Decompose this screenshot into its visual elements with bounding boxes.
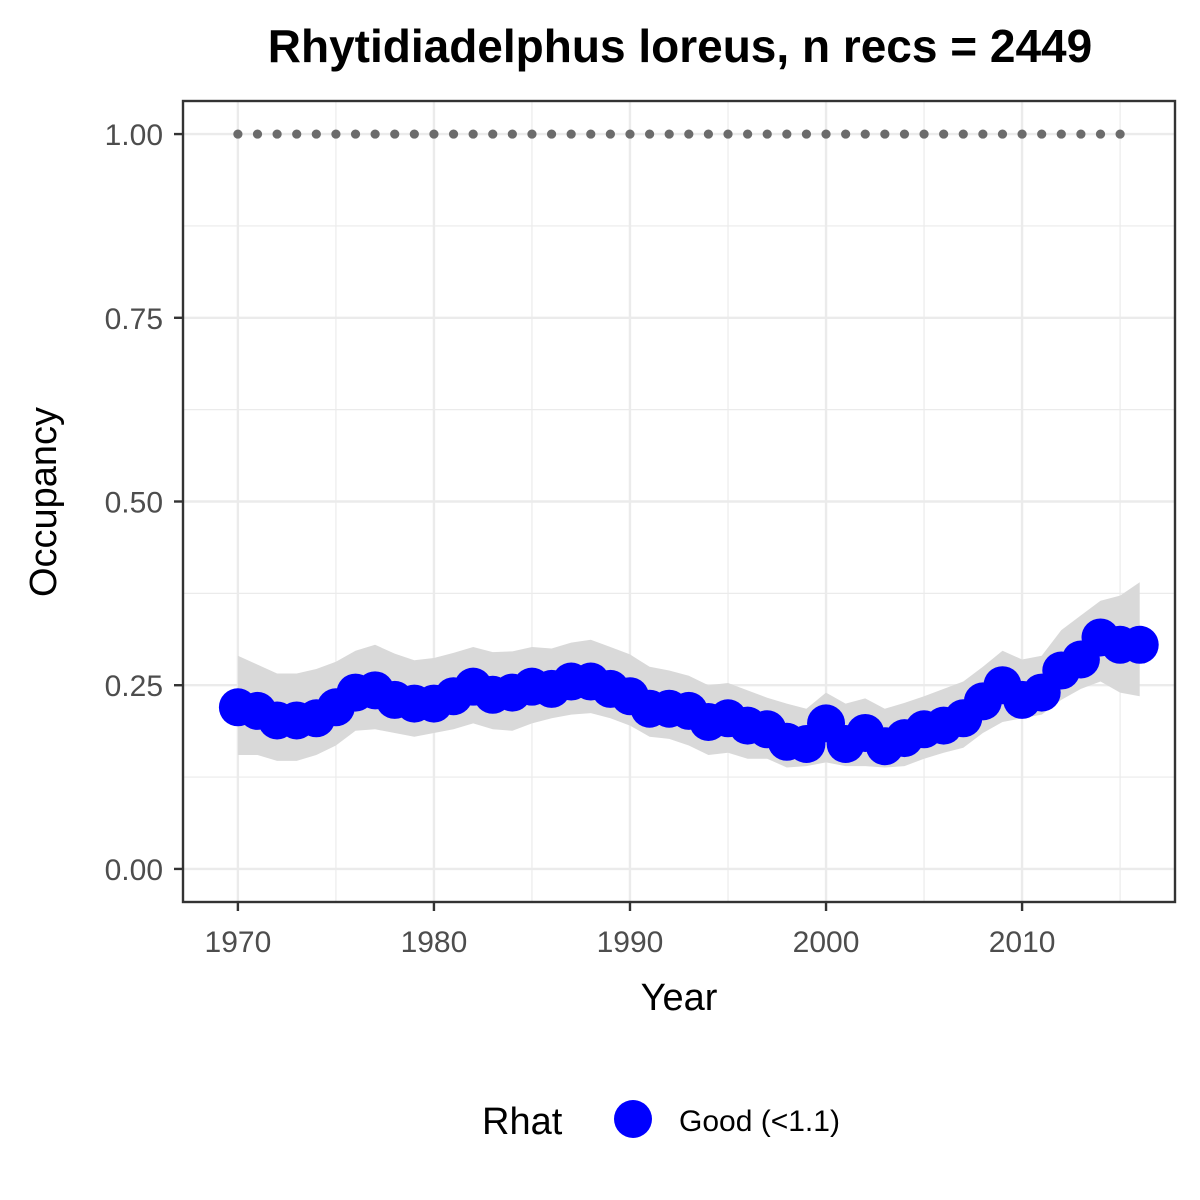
- x-tick-label: 1990: [597, 926, 664, 959]
- legend-label: Good (<1.1): [679, 1105, 840, 1138]
- reference-point: [880, 129, 890, 139]
- x-tick-label: 1980: [401, 926, 468, 959]
- reference-point: [664, 129, 674, 139]
- reference-point: [1037, 129, 1047, 139]
- reference-point: [1056, 129, 1066, 139]
- y-tick-label: 1.00: [105, 119, 163, 152]
- reference-point: [841, 129, 851, 139]
- reference-point: [468, 129, 478, 139]
- legend-title: Rhat: [482, 1101, 563, 1143]
- reference-point: [448, 129, 459, 139]
- x-tick-label: 1970: [205, 926, 272, 959]
- legend: Rhat Good (<1.1): [482, 1100, 840, 1143]
- y-tick-label: 0.75: [105, 303, 163, 336]
- reference-point: [723, 129, 733, 139]
- reference-point: [997, 129, 1008, 139]
- reference-point: [625, 129, 635, 139]
- reference-point: [311, 129, 321, 139]
- y-tick-label: 0.50: [105, 487, 163, 520]
- reference-point: [331, 129, 341, 139]
- reference-point: [1095, 129, 1106, 139]
- chart-title: Rhytidiadelphus loreus, n recs = 2449: [268, 20, 1092, 72]
- reference-point: [586, 129, 596, 139]
- reference-point: [1076, 129, 1086, 139]
- reference-point: [390, 129, 400, 139]
- reference-point: [801, 129, 812, 139]
- legend-key-point: [614, 1100, 652, 1138]
- reference-point: [350, 129, 361, 139]
- reference-point: [409, 129, 419, 139]
- reference-point: [821, 129, 831, 139]
- reference-point: [233, 129, 243, 139]
- reference-point: [860, 129, 870, 139]
- plot-panel: [181, 99, 1177, 904]
- reference-point: [566, 129, 576, 139]
- reference-point: [899, 129, 910, 139]
- y-tick-label: 0.00: [105, 854, 163, 887]
- reference-point: [978, 129, 988, 139]
- reference-point: [703, 129, 714, 139]
- reference-point: [272, 129, 282, 139]
- reference-point: [919, 129, 929, 139]
- reference-point: [370, 129, 380, 139]
- y-tick-label: 0.25: [105, 670, 163, 703]
- x-tick-label: 2010: [989, 926, 1056, 959]
- reference-point: [939, 129, 949, 139]
- reference-point: [684, 129, 694, 139]
- reference-point: [958, 129, 968, 139]
- reference-point: [527, 129, 537, 139]
- reference-line-points: [233, 129, 1125, 139]
- data-point: [1120, 625, 1159, 664]
- x-axis: 1970 1980 1990 2000 2010: [205, 902, 1056, 959]
- reference-point: [743, 129, 753, 139]
- reference-point: [546, 129, 557, 139]
- reference-point: [292, 129, 302, 139]
- reference-point: [252, 129, 263, 139]
- reference-point: [782, 129, 792, 139]
- reference-point: [507, 129, 517, 139]
- occupancy-points: [218, 618, 1159, 766]
- reference-point: [488, 129, 498, 139]
- reference-point: [1115, 129, 1125, 139]
- reference-point: [1017, 129, 1027, 139]
- reference-point: [605, 129, 615, 139]
- x-axis-title: Year: [641, 977, 718, 1019]
- x-tick-label: 2000: [793, 926, 860, 959]
- reference-point: [429, 129, 439, 139]
- y-axis-title: Occupancy: [23, 407, 65, 597]
- y-axis: 0.00 0.25 0.50 0.75 1.00: [105, 119, 183, 887]
- reference-point: [644, 129, 655, 139]
- reference-point: [762, 129, 772, 139]
